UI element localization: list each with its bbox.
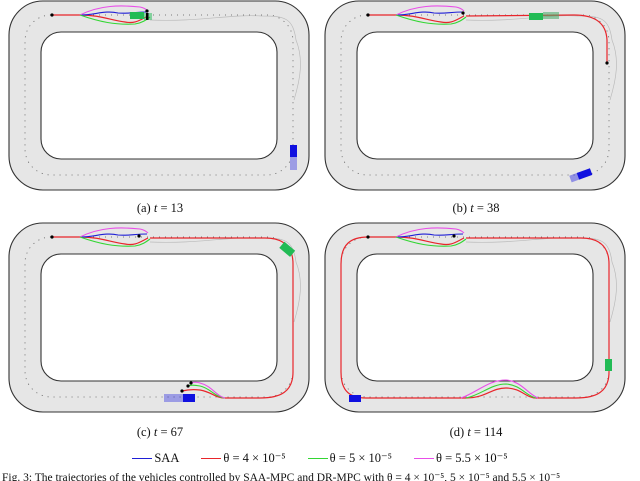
sub-caption-c: (c) t = 67 [136,425,184,439]
green-car [605,359,612,371]
figure-caption: Fig. 3: The trajectories of the vehicles… [2,472,561,481]
blue-car [576,168,593,180]
green-car [279,241,296,257]
legend-swatch-saa [132,457,153,459]
track-plot-d [324,222,626,413]
blue-car [349,395,361,402]
panel-c: (c) t = 67 [0,222,320,444]
legend-item-theta-5.5e-5: θ = 5.5 × 10⁻⁵ [413,450,508,466]
legend-label-theta-5e-5: θ = 5 × 10⁻⁵ [329,451,392,465]
panel-a: (a) t = 13 [0,0,320,222]
sub-caption-b: (b) t = 38 [452,201,500,215]
legend-swatch-theta-5e-5 [307,457,328,459]
track-plot-b [324,0,626,191]
legend-item-theta-4e-5: θ = 4 × 10⁻⁵ [201,450,286,466]
legend-swatch-theta-5.5e-5 [413,457,434,459]
legend-swatch-theta-4e-5 [201,457,222,459]
legend-item-theta-5e-5: θ = 5 × 10⁻⁵ [307,450,392,466]
panel-d: (d) t = 114 [316,222,636,444]
track-plot-c [8,222,310,413]
blue-car [290,145,297,157]
legend: SAA θ = 4 × 10⁻⁵ θ = 5 × 10⁻⁵ θ = 5.5 × … [0,448,640,468]
sub-caption-a: (a) t = 13 [136,201,184,215]
legend-label-theta-5.5e-5: θ = 5.5 × 10⁻⁵ [435,451,508,465]
legend-label-saa: SAA [154,450,180,465]
panel-b: (b) t = 38 [316,0,636,222]
legend-label-theta-4e-5: θ = 4 × 10⁻⁵ [223,451,286,465]
blue-car [183,394,195,402]
legend-item-saa: SAA [132,451,179,466]
green-car [130,12,144,19]
green-car [529,13,543,20]
sub-caption-d: (d) t = 114 [449,425,503,439]
track-plot-a [8,0,310,191]
